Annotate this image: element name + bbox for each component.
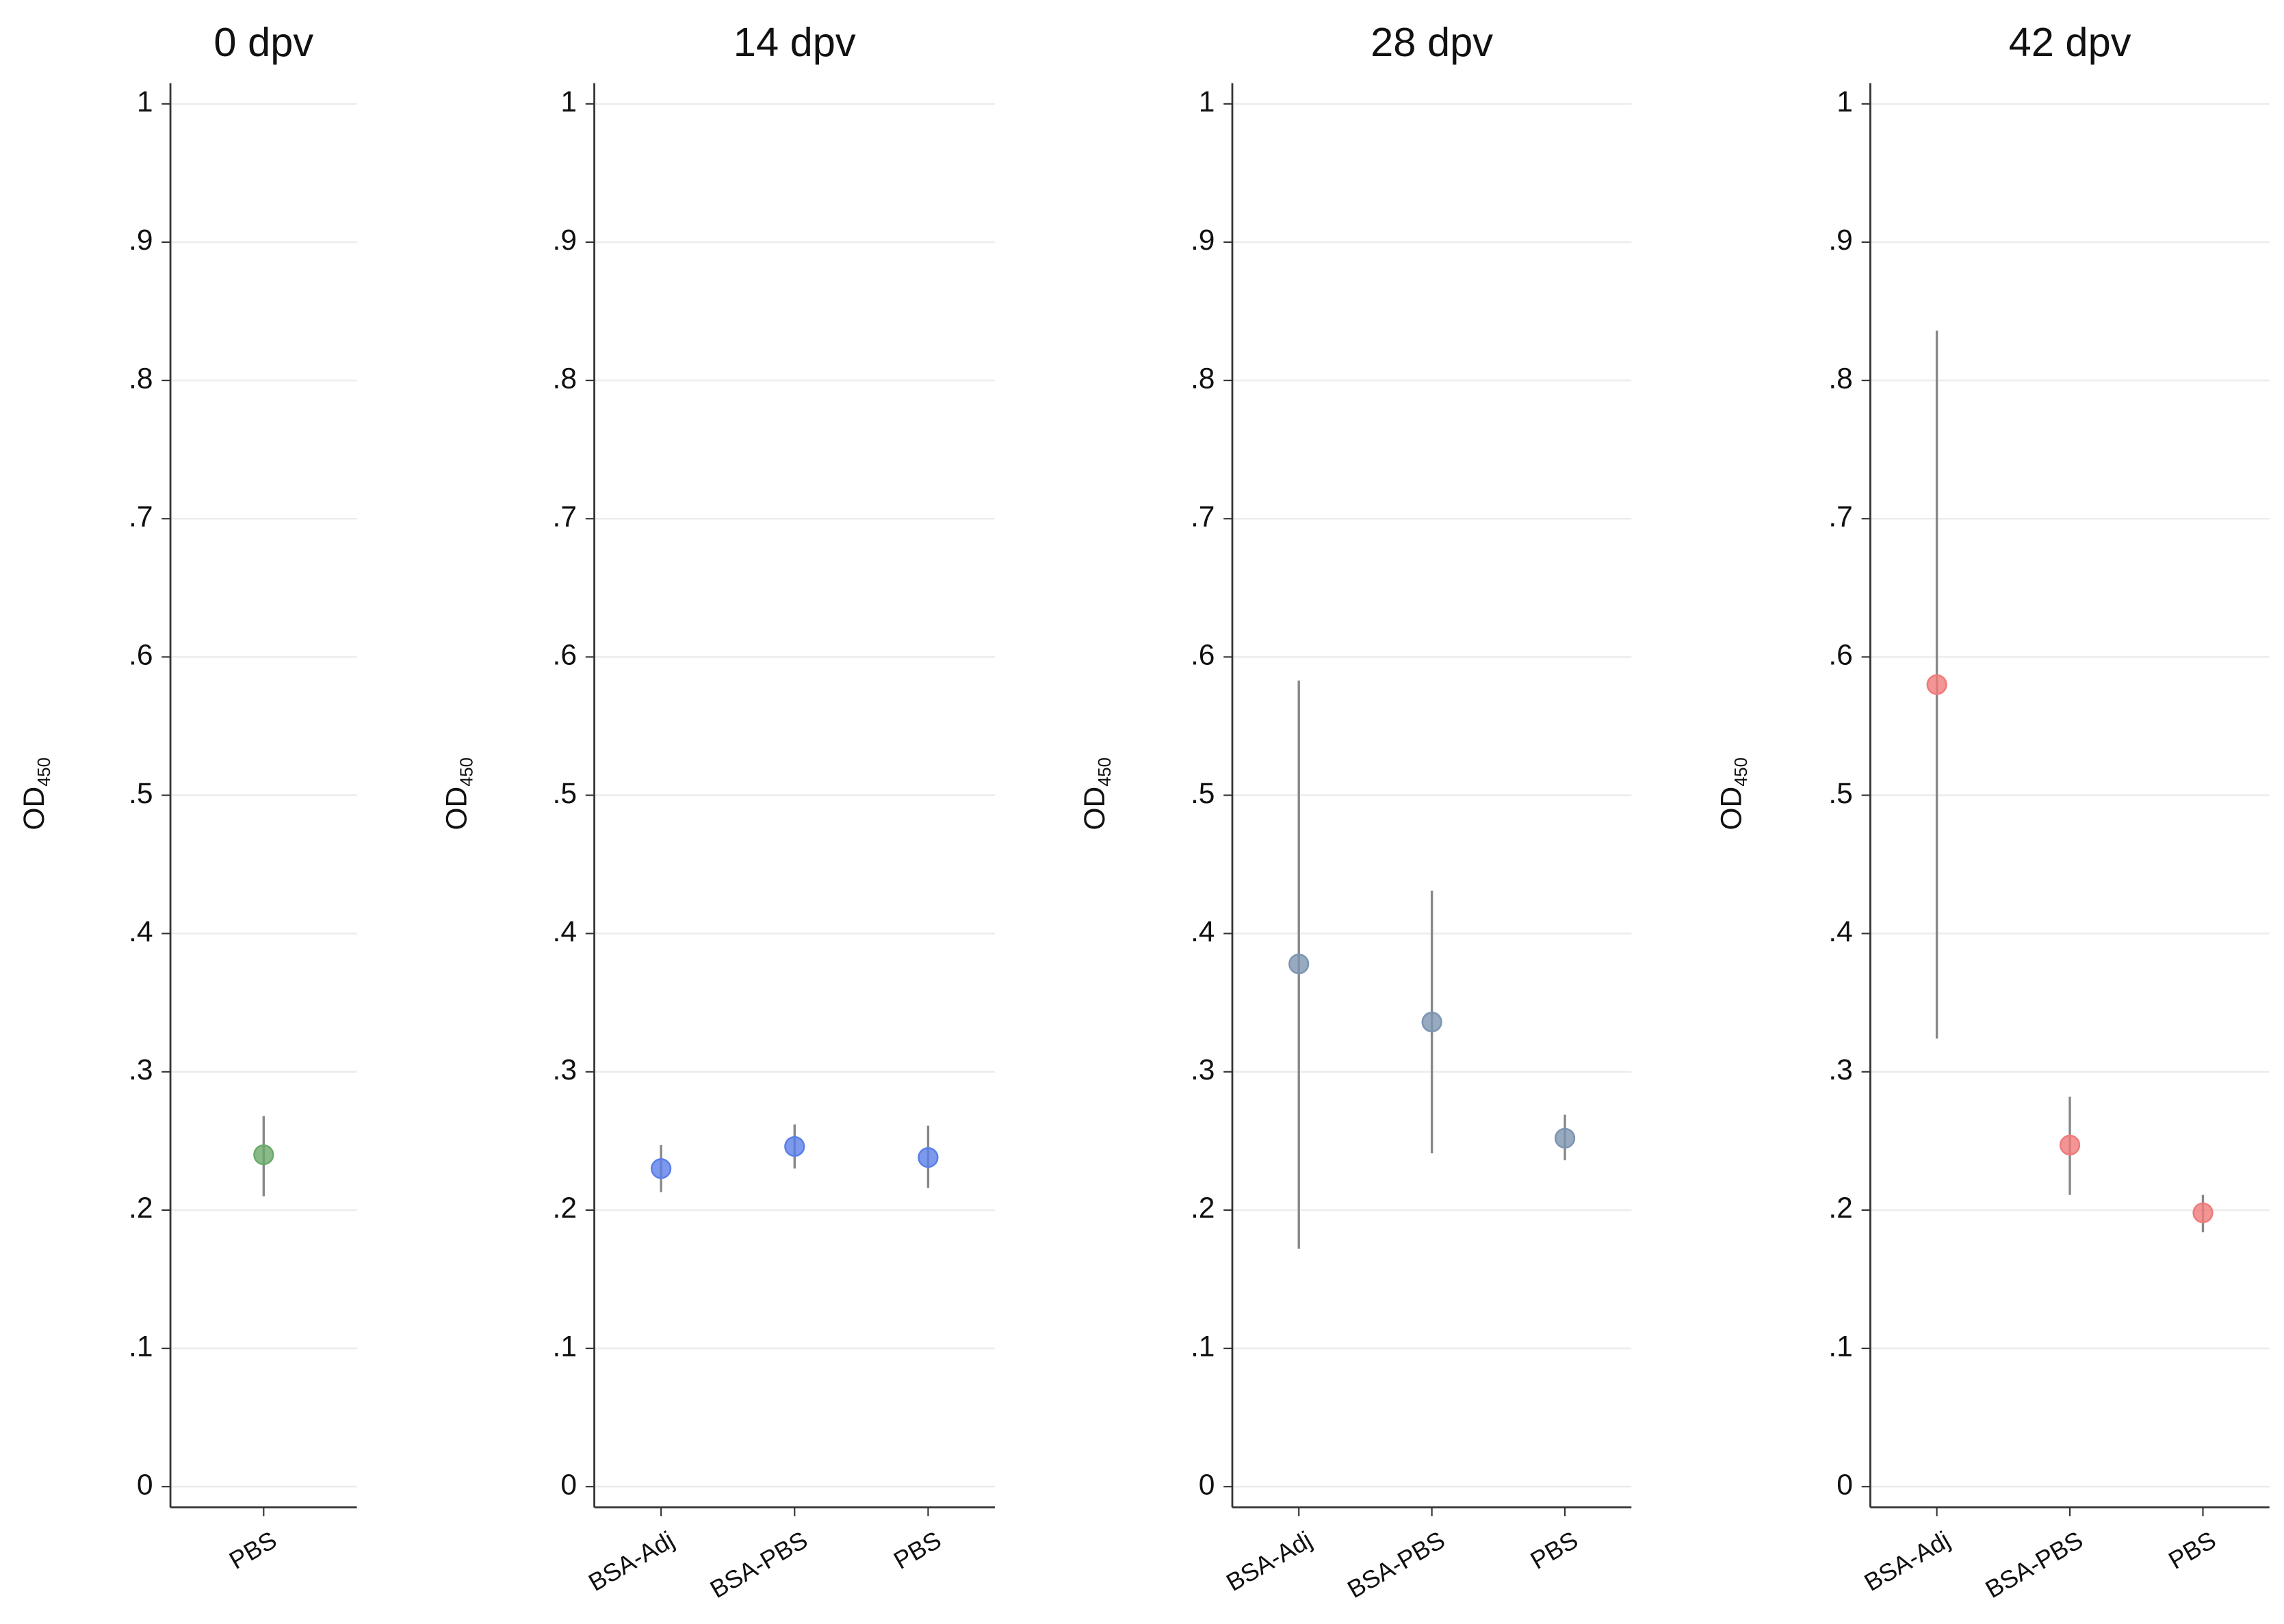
y-tick-label: .3 (1828, 1053, 1853, 1086)
y-tick-label: .2 (553, 1192, 578, 1224)
y-tick-label: .3 (553, 1053, 578, 1086)
y-tick-label: 1 (1199, 86, 1215, 118)
y-tick-label: .6 (1191, 639, 1215, 672)
y-axis-label-main: OD (18, 787, 51, 830)
y-axis-label-subscript: 450 (457, 757, 476, 787)
chart-title: 42 dpv (2009, 19, 2131, 65)
y-tick-label: .8 (129, 362, 153, 395)
x-tick-label: BSA-Adj (1221, 1525, 1316, 1597)
point (2059, 1134, 2081, 1156)
y-tick-label: 0 (1837, 1468, 1853, 1501)
x-tick-label: BSA-Adj (584, 1525, 679, 1597)
panel: 42 dpv OD450 0 .1 .2 .3 .4 .5 .6 .7 .8 .9 1 BSA-Adj BS… (1715, 19, 2270, 1603)
y-tick-label: .2 (1191, 1192, 1215, 1224)
y-tick-label: .9 (129, 224, 153, 257)
y-tick-label: 0 (137, 1468, 153, 1501)
point (651, 1158, 672, 1179)
y-tick-label: 0 (1199, 1468, 1215, 1501)
chart-title: 0 dpv (213, 19, 313, 65)
x-tick-label: PBS (1526, 1525, 1583, 1575)
y-axis-label-main: OD (1078, 787, 1111, 830)
y-tick-label: .1 (1191, 1330, 1215, 1363)
y-tick-label: .8 (553, 362, 578, 395)
panel: 0 dpv OD450 0 .1 .2 .3 .4 .5 .6 .7 .8 .9 1 PBS (18, 19, 357, 1575)
x-tick-label: BSA-PBS (1981, 1525, 2088, 1603)
y-axis-label-main: OD (1715, 787, 1748, 830)
y-tick-label: .9 (1191, 224, 1215, 257)
y-tick-label: .1 (553, 1330, 578, 1363)
y-tick-label: .5 (553, 777, 578, 810)
point (1554, 1127, 1576, 1149)
point (1288, 954, 1310, 975)
x-tick-label: BSA-PBS (705, 1525, 812, 1603)
y-tick-label: 1 (1837, 86, 1853, 118)
point (253, 1144, 274, 1166)
y-tick-label: 1 (137, 86, 153, 118)
y-tick-label: .6 (553, 639, 578, 672)
x-tick-label: PBS (2164, 1525, 2220, 1575)
chart-title: 28 dpv (1371, 19, 1493, 65)
y-axis-label-subscript: 450 (1732, 757, 1751, 787)
chart-title: 14 dpv (734, 19, 856, 65)
y-tick-label: .8 (1191, 362, 1215, 395)
y-tick-label: .9 (1828, 224, 1853, 257)
point (918, 1147, 939, 1168)
y-axis-label: OD450 (441, 757, 476, 830)
y-tick-label: .7 (553, 500, 578, 533)
y-tick-label: .6 (1828, 639, 1853, 672)
point (784, 1136, 805, 1157)
y-axis-label-subscript: 450 (35, 757, 54, 787)
y-tick-label: .7 (1828, 500, 1853, 533)
y-axis-label-subscript: 450 (1095, 757, 1115, 787)
y-tick-label: .4 (1191, 915, 1215, 948)
y-tick-label: .2 (129, 1192, 153, 1224)
y-tick-label: .3 (1191, 1053, 1215, 1086)
y-tick-label: .3 (129, 1053, 153, 1086)
y-tick-label: .4 (553, 915, 578, 948)
point (2192, 1202, 2214, 1224)
y-axis-label: OD450 (1715, 757, 1751, 830)
panel: 14 dpv OD450 0 .1 .2 .3 .4 .5 .6 .7 .8 .9 1 BSA-Adj BS… (441, 19, 995, 1603)
x-tick-label: BSA-Adj (1859, 1525, 1954, 1597)
x-tick-label: PBS (224, 1525, 281, 1575)
y-tick-label: .9 (553, 224, 578, 257)
point (1926, 674, 1947, 695)
panel: 28 dpv OD450 0 .1 .2 .3 .4 .5 .6 .7 .8 .9 1 BSA-Adj BS… (1078, 19, 1632, 1603)
y-axis-label: OD450 (1078, 757, 1114, 830)
y-tick-label: .2 (1828, 1192, 1853, 1224)
x-tick-label: PBS (889, 1525, 946, 1575)
y-tick-label: .4 (1828, 915, 1853, 948)
x-tick-label: BSA-PBS (1342, 1525, 1449, 1603)
y-tick-label: .5 (129, 777, 153, 810)
y-tick-label: .4 (129, 915, 153, 948)
y-tick-label: .7 (129, 500, 153, 533)
point (1421, 1011, 1442, 1033)
y-tick-label: .8 (1828, 362, 1853, 395)
y-tick-label: .6 (129, 639, 153, 672)
y-tick-label: .1 (1828, 1330, 1853, 1363)
y-tick-label: .7 (1191, 500, 1215, 533)
y-axis-label: OD450 (18, 757, 53, 830)
y-tick-label: .1 (129, 1330, 153, 1363)
y-tick-label: 1 (560, 86, 577, 118)
y-tick-label: .5 (1191, 777, 1215, 810)
y-tick-label: .5 (1828, 777, 1853, 810)
y-axis-label-main: OD (441, 787, 473, 830)
y-tick-label: 0 (560, 1468, 577, 1501)
